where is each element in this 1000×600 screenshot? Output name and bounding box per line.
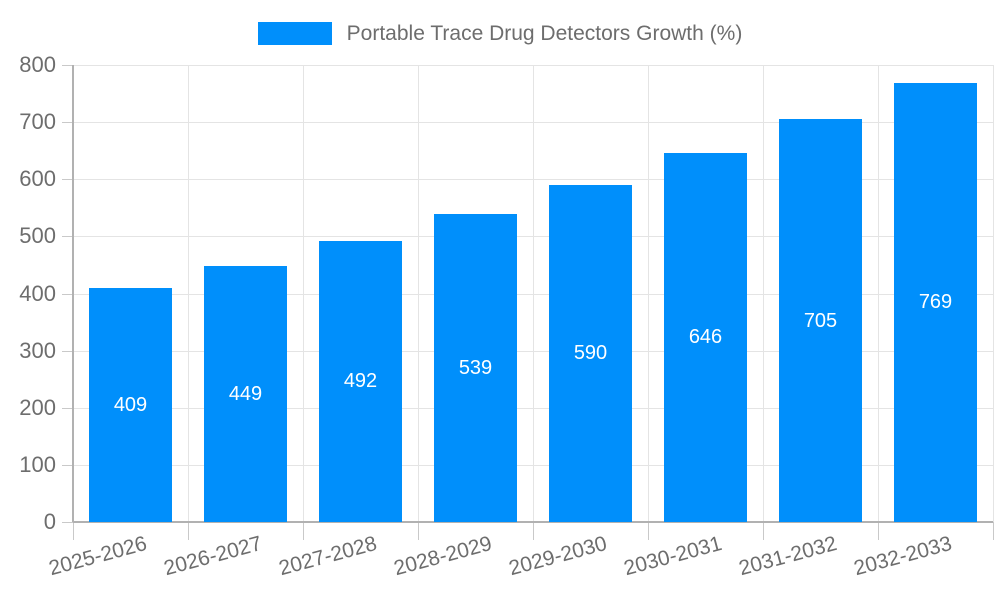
bar [664, 152, 747, 522]
y-axis-line [72, 65, 74, 522]
x-axis-tick-label: 2029-2030 [506, 532, 610, 581]
x-gridline [763, 65, 764, 522]
y-axis-tick [62, 407, 73, 409]
x-axis-tick-label: 2032-2033 [851, 532, 955, 581]
bar [319, 240, 402, 522]
y-axis-tick [62, 179, 73, 181]
x-axis-tick [533, 522, 534, 540]
bar-value-label: 590 [573, 342, 608, 365]
x-gridline [878, 65, 879, 522]
x-axis-tick-label: 2027-2028 [276, 532, 380, 581]
y-axis-tick [62, 522, 73, 523]
y-axis-tick [62, 293, 73, 295]
x-axis-tick [418, 522, 419, 540]
x-axis-tick [188, 522, 189, 540]
y-axis-tick-label: 800 [19, 52, 56, 77]
x-axis-tick [993, 522, 994, 540]
x-gridline [533, 65, 534, 522]
y-axis-tick-label: 700 [19, 109, 56, 135]
bar [779, 119, 862, 522]
legend[interactable]: Portable Trace Drug Detectors Growth (%) [0, 20, 1000, 47]
x-axis-tick [73, 522, 74, 540]
x-axis-tick-label: 2028-2029 [391, 532, 495, 581]
bar [434, 214, 517, 522]
x-axis-tick [763, 522, 764, 540]
bar-value-label: 769 [918, 291, 953, 314]
x-gridline [648, 65, 649, 522]
y-axis-tick [62, 464, 73, 466]
y-axis-tick [62, 350, 73, 352]
bar [549, 184, 632, 522]
x-axis-tick [303, 522, 304, 540]
bar-value-label: 449 [228, 382, 263, 405]
y-axis-tick-label: 300 [19, 337, 56, 363]
y-axis-tick [62, 236, 73, 238]
y-axis-tick [62, 65, 73, 66]
bar-value-label: 492 [343, 370, 378, 393]
x-gridline [993, 65, 994, 522]
bar-value-label: 646 [688, 326, 723, 349]
x-gridline [418, 65, 419, 522]
bar [89, 288, 172, 522]
bar-value-label: 539 [458, 357, 493, 380]
x-axis-tick-label: 2030-2031 [621, 532, 725, 581]
y-axis-tick-label: 200 [19, 394, 56, 420]
bar-value-label: 705 [803, 309, 838, 332]
y-axis-tick-label: 100 [19, 451, 56, 477]
bar [894, 82, 977, 522]
bar-value-label: 409 [113, 394, 148, 417]
x-axis-line [73, 521, 993, 523]
x-gridline [188, 65, 189, 522]
x-axis-tick-label: 2026-2027 [161, 532, 265, 581]
legend-label: Portable Trace Drug Detectors Growth (%) [346, 22, 743, 45]
y-axis-tick [62, 122, 73, 124]
legend-swatch-icon [257, 22, 332, 45]
x-axis-tick-label: 2025-2026 [46, 532, 150, 581]
y-axis-tick-label: 600 [19, 166, 56, 192]
y-axis-tick-label: 0 [43, 509, 56, 534]
x-axis-tick [648, 522, 649, 540]
x-axis-tick [878, 522, 879, 540]
y-axis-tick-label: 400 [19, 280, 56, 306]
x-gridline [303, 65, 304, 522]
bar [204, 265, 287, 522]
y-axis-tick-label: 500 [19, 223, 56, 249]
x-axis-tick-label: 2031-2032 [736, 532, 840, 581]
